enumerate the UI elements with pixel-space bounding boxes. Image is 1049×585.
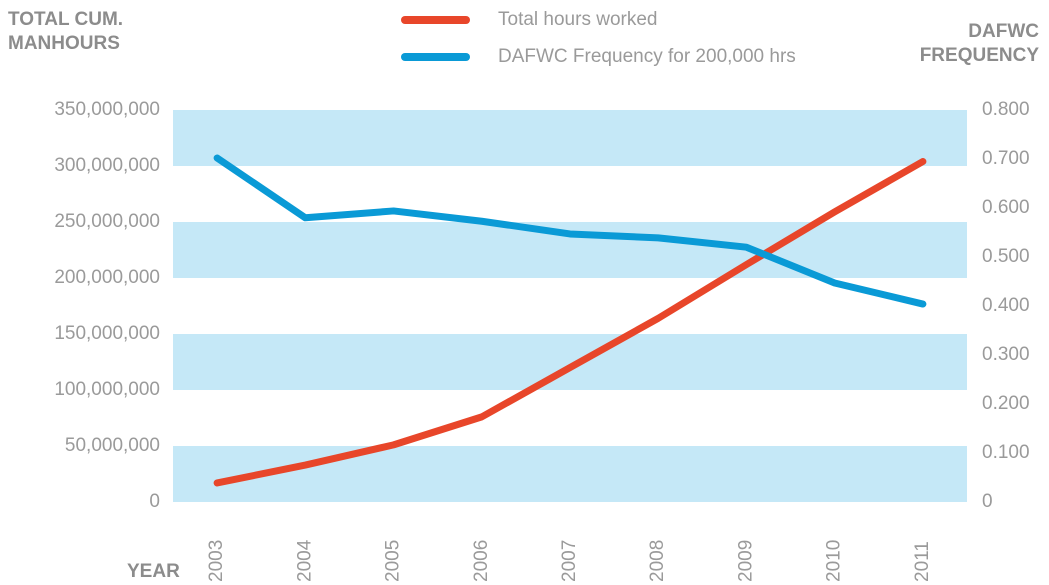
x-tick-label: 2004 [294,539,315,582]
x-tick-label: 2011 [912,541,933,582]
y2-tick-label: 0.100 [982,442,1030,463]
y2-tick-label: 0.800 [982,99,1030,120]
y-axis-label: TOTAL CUM. MANHOURS [8,9,124,54]
y-tick-label: 50,000,000 [65,435,160,456]
x-tick-label: 2008 [647,540,668,582]
x-tick-label: 2010 [824,540,845,582]
y-tick-label: 150,000,000 [54,323,160,344]
y2-tick-label: 0.600 [982,197,1030,218]
y-tick-label: 100,000,000 [54,379,160,400]
y-tick-label: 200,000,000 [54,267,160,288]
x-tick-label: 2005 [383,540,404,582]
grid-band [173,446,967,502]
x-tick-label: 2007 [559,540,580,582]
y2-tick-label: 0.400 [982,295,1030,316]
y2-tick-label: 0.500 [982,246,1030,267]
y2-tick-label: 0.300 [982,344,1030,365]
y2-axis-label: DAFWC FREQUENCY [919,21,1039,66]
x-tick-label: 2006 [471,540,492,582]
y-tick-label: 250,000,000 [54,211,160,232]
y-tick-label: 300,000,000 [54,155,160,176]
series-line [213,154,927,308]
legend-label: DAFWC Frequency for 200,000 hrs [498,46,796,67]
grid-band [173,110,967,166]
y2-tick-label: 0 [982,491,993,512]
y2-tick-label: 0.200 [982,393,1030,414]
legend-label: Total hours worked [498,9,657,30]
x-axis-label: YEAR [127,561,180,582]
x-tick-label: 2009 [735,540,756,582]
y2-tick-label: 0.700 [982,148,1030,169]
y-tick-label: 0 [149,491,160,512]
grid-band [173,334,967,390]
grid-band [173,222,967,278]
series-line [213,158,927,487]
x-tick-label: 2003 [206,540,227,582]
y-tick-label: 350,000,000 [54,99,160,120]
